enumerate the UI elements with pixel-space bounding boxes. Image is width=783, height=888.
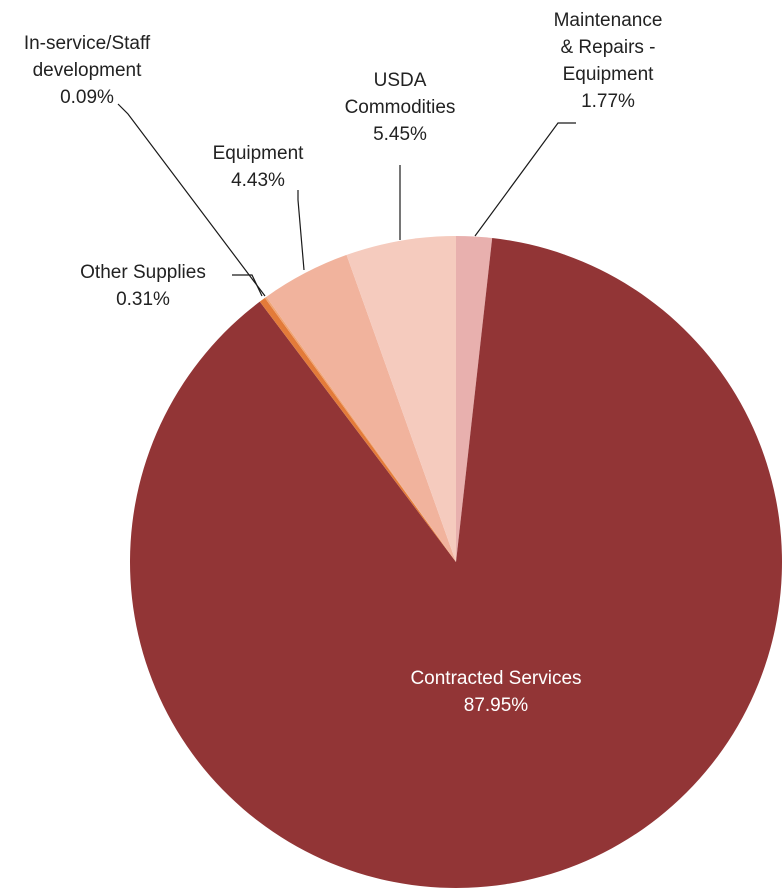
data-label-contracted-services: Contracted Services 87.95%: [410, 668, 581, 716]
slice-labels: Maintenance & Repairs - Equipment 1.77% Cont…: [24, 10, 663, 716]
data-label-equipment: Equipment 4.43%: [213, 143, 305, 191]
category-label: In-service/Staff: [24, 33, 151, 54]
slice-other-supplies: [259, 297, 456, 562]
slice-equipment: [266, 254, 456, 562]
category-label: & Repairs -: [560, 37, 655, 58]
leader-lines: [117, 103, 576, 297]
data-label-other-supplies: Other Supplies 0.31%: [80, 262, 206, 310]
category-label: Contracted Services: [410, 668, 581, 689]
data-label-in-service-staff-development: In-service/Staff development 0.09%: [24, 33, 151, 108]
value-label: 1.77%: [581, 91, 635, 112]
category-label: Equipment: [213, 143, 305, 164]
category-label: Commodities: [345, 97, 456, 118]
category-label: Equipment: [563, 64, 655, 85]
slice-contracted-services: [130, 238, 783, 888]
category-label: Maintenance: [554, 10, 663, 31]
category-label: USDA: [374, 70, 427, 91]
slice-in-service-staff-development: [264, 296, 456, 562]
category-label: Other Supplies: [80, 262, 206, 283]
value-label: 87.95%: [464, 695, 529, 716]
data-label-usda-commodities: USDA Commodities 5.45%: [345, 70, 456, 145]
slice-maintenance-repairs-equipment: [456, 235, 493, 562]
value-label: 0.31%: [116, 289, 170, 310]
data-label-maintenance-repairs-equipment: Maintenance & Repairs - Equipment 1.77%: [554, 10, 663, 112]
value-label: 5.45%: [373, 124, 427, 145]
leader-line-other-supplies: [232, 274, 263, 297]
slice-usda-commodities: [346, 236, 456, 562]
value-label: 0.09%: [60, 87, 114, 108]
value-label: 4.43%: [231, 170, 285, 191]
leader-line-in-service-staff-development: [117, 103, 266, 297]
leader-line-equipment: [297, 190, 305, 271]
pie-slices: [130, 235, 783, 888]
category-label: development: [33, 60, 143, 81]
leader-line-maintenance-repairs-equipment: [474, 122, 576, 237]
